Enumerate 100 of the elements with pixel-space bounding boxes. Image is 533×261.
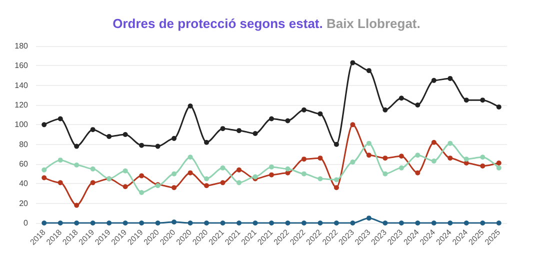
point: [204, 183, 210, 188]
point: [188, 170, 193, 176]
y-tick-label: 100: [14, 120, 29, 130]
point: [398, 220, 404, 226]
point: [139, 220, 144, 226]
point: [155, 220, 160, 226]
point: [480, 98, 486, 103]
y-tick-label: 160: [14, 61, 29, 70]
point: [74, 202, 80, 208]
point: [204, 220, 210, 226]
point: [122, 184, 128, 190]
point: [318, 111, 323, 116]
y-tick-label: 180: [14, 42, 29, 50]
point: [285, 118, 290, 124]
point: [269, 220, 274, 226]
y-tick-label: 80: [19, 140, 29, 149]
point: [301, 171, 306, 176]
point: [398, 165, 404, 170]
point: [90, 127, 96, 132]
point: [172, 185, 177, 190]
point: [42, 122, 47, 128]
point: [74, 144, 80, 149]
y-tick-label: 20: [19, 198, 29, 208]
point: [155, 144, 160, 149]
point: [122, 220, 128, 226]
point: [448, 140, 453, 146]
point: [366, 216, 372, 221]
point: [431, 140, 436, 145]
point: [58, 180, 63, 186]
point: [236, 180, 242, 186]
point: [42, 220, 47, 226]
point: [464, 98, 469, 103]
point: [106, 134, 112, 139]
point: [334, 220, 339, 226]
point: [480, 163, 486, 168]
point: [220, 220, 226, 226]
point: [285, 166, 290, 172]
point: [172, 171, 177, 176]
point: [431, 220, 436, 226]
y-tick-label: 140: [14, 80, 29, 90]
point: [220, 165, 226, 170]
point: [172, 220, 177, 225]
point: [269, 116, 274, 122]
point: [188, 154, 193, 160]
point: [350, 122, 356, 128]
point: [42, 167, 47, 172]
point: [480, 220, 486, 226]
point: [74, 162, 80, 168]
point: [334, 185, 339, 190]
point: [58, 158, 63, 163]
point: [480, 154, 486, 160]
point: [139, 190, 144, 196]
point: [269, 172, 274, 178]
point: [366, 152, 372, 158]
point: [318, 220, 323, 226]
y-tick-label: 120: [14, 100, 29, 110]
point: [415, 170, 420, 176]
point: [74, 220, 80, 226]
point: [496, 165, 502, 170]
point: [269, 164, 274, 170]
point: [448, 220, 453, 226]
point: [318, 156, 323, 161]
point: [415, 152, 420, 158]
point: [220, 126, 226, 132]
point: [139, 142, 144, 148]
y-tick-label: 0: [24, 218, 29, 228]
point: [431, 78, 436, 83]
point: [448, 76, 453, 81]
point: [220, 180, 226, 186]
point: [236, 220, 242, 226]
y-tick-label: 40: [19, 179, 29, 188]
point: [415, 220, 420, 226]
point: [188, 103, 193, 108]
point: [382, 220, 388, 226]
point: [301, 220, 306, 226]
point: [464, 156, 469, 162]
point: [122, 168, 128, 174]
point: [318, 176, 323, 182]
point: [382, 107, 388, 112]
point: [496, 160, 502, 166]
point: [285, 220, 290, 226]
point: [106, 220, 112, 226]
point: [366, 140, 372, 146]
point: [366, 68, 372, 74]
point: [301, 156, 306, 162]
point: [398, 96, 404, 101]
chart-title: Ordres de protecció segons estat.: [112, 16, 323, 31]
point: [236, 128, 242, 134]
point: [448, 156, 453, 161]
point: [204, 176, 210, 182]
chart-subtitle: Baix Llobregat.: [326, 16, 420, 31]
point: [42, 175, 47, 180]
point: [252, 220, 258, 226]
point: [58, 116, 63, 122]
point: [398, 154, 404, 159]
y-tick-label: 60: [19, 160, 29, 168]
point: [236, 167, 242, 172]
point: [334, 142, 339, 147]
point: [382, 171, 388, 176]
point: [90, 220, 96, 226]
